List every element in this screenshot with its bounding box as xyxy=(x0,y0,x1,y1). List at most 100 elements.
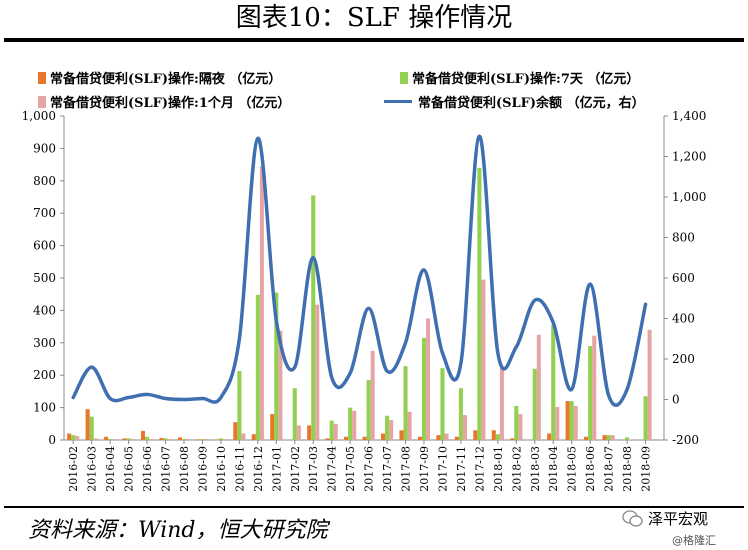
y-right-tick-label: -200 xyxy=(672,433,699,447)
bar-one-month xyxy=(204,439,209,440)
bar-one-month xyxy=(93,438,98,440)
bar-seven-day xyxy=(551,324,556,440)
x-tick-label: 2017-09 xyxy=(418,446,431,492)
bar-seven-day xyxy=(643,396,648,440)
x-tick-label: 2016-09 xyxy=(196,446,209,492)
bar-overnight xyxy=(159,438,164,440)
bar-one-month xyxy=(573,405,578,440)
bar-seven-day xyxy=(458,388,463,440)
bar-seven-day xyxy=(569,401,574,440)
bar-overnight xyxy=(325,438,330,440)
x-tick-label: 2017-05 xyxy=(344,446,357,492)
bar-one-month xyxy=(629,439,634,440)
bar-seven-day xyxy=(181,439,187,440)
bar-one-month xyxy=(481,279,486,440)
x-tick-label: 2016-06 xyxy=(141,446,154,492)
bar-one-month xyxy=(389,419,394,440)
bar-one-month xyxy=(536,334,541,440)
bar-one-month xyxy=(555,406,560,440)
x-tick-label: 2018-06 xyxy=(584,446,597,492)
bar-overnight xyxy=(177,437,182,440)
legend-item-seven-day: 常备借贷便利(SLF)操作:7天 （亿元） xyxy=(400,68,639,87)
x-tick-label: 2016-11 xyxy=(233,446,246,492)
legend-label-balance: 常备借贷便利(SLF)余额 （亿元，右） xyxy=(418,96,645,111)
bar-seven-day xyxy=(366,380,371,440)
x-tick-label: 2016-12 xyxy=(252,446,265,492)
y-left-tick-label: 0 xyxy=(48,433,56,447)
x-tick-label: 2016-05 xyxy=(123,446,136,492)
legend-swatch-overnight xyxy=(38,71,46,84)
bar-one-month xyxy=(278,330,283,440)
bar-seven-day xyxy=(495,434,500,440)
bar-overnight xyxy=(196,439,201,440)
bar-seven-day xyxy=(606,435,611,440)
bar-overnight xyxy=(140,430,146,440)
bar-seven-day xyxy=(625,437,630,440)
bar-one-month xyxy=(444,433,449,440)
x-tick-label: 2018-09 xyxy=(640,446,653,492)
bar-seven-day xyxy=(329,420,334,440)
bar-one-month xyxy=(592,335,597,440)
bar-seven-day xyxy=(532,368,537,440)
bar-overnight xyxy=(233,422,238,440)
x-tick-label: 2017-12 xyxy=(473,446,486,492)
bar-one-month xyxy=(241,433,246,440)
bar-overnight xyxy=(510,438,515,440)
bar-overnight xyxy=(454,436,459,440)
y-left-tick-label: 1,000 xyxy=(22,109,56,123)
y-right-tick-label: 1,200 xyxy=(672,150,706,164)
x-tick-label: 2017-02 xyxy=(289,446,302,492)
x-tick-label: 2017-10 xyxy=(436,446,449,492)
bar-overnight xyxy=(214,439,219,440)
bar-overnight xyxy=(565,401,570,440)
legend-label-overnight: 常备借贷便利(SLF)操作:隔夜 （亿元） xyxy=(50,72,282,87)
bar-one-month xyxy=(167,439,172,440)
x-tick-label: 2016-08 xyxy=(178,446,191,492)
bar-one-month xyxy=(186,439,191,440)
bar-one-month xyxy=(75,436,80,440)
bar-seven-day xyxy=(108,439,113,440)
y-right-tick-label: 1,000 xyxy=(672,190,706,204)
bar-seven-day xyxy=(89,416,94,440)
bar-one-month xyxy=(462,415,468,440)
x-tick-label: 2017-01 xyxy=(270,446,283,492)
bar-overnight xyxy=(380,433,386,440)
x-tick-label: 2018-03 xyxy=(529,446,542,492)
x-tick-label: 2016-10 xyxy=(215,446,228,492)
y-left-tick-label: 300 xyxy=(33,336,56,350)
bar-seven-day xyxy=(292,388,297,440)
bar-seven-day xyxy=(403,366,408,440)
x-tick-label: 2018-07 xyxy=(603,446,616,492)
bar-one-month xyxy=(315,304,320,440)
bar-overnight xyxy=(85,409,90,440)
y-right-tick-label: 1,400 xyxy=(672,109,706,123)
bar-one-month xyxy=(407,411,412,440)
bar-one-month xyxy=(222,439,228,440)
legend-item-balance: 常备借贷便利(SLF)余额 （亿元，右） xyxy=(384,92,645,111)
bar-seven-day xyxy=(200,439,205,440)
bar-one-month xyxy=(518,414,523,440)
legend-swatch-balance xyxy=(384,100,412,103)
y-left-tick-label: 500 xyxy=(33,271,56,285)
bar-seven-day xyxy=(514,405,519,440)
bar-one-month xyxy=(610,435,615,440)
y-left-tick-label: 100 xyxy=(33,401,56,415)
bar-overnight xyxy=(307,425,312,440)
bar-seven-day xyxy=(440,368,445,440)
bar-one-month xyxy=(259,166,264,440)
x-tick-label: 2018-05 xyxy=(566,446,579,492)
bar-one-month xyxy=(370,350,375,440)
bar-seven-day xyxy=(218,438,223,440)
y-right-tick-label: 200 xyxy=(672,352,695,366)
bar-overnight xyxy=(417,436,422,440)
x-tick-label: 2017-07 xyxy=(381,446,394,492)
legend-label-seven-day: 常备借贷便利(SLF)操作:7天 （亿元） xyxy=(412,72,640,87)
bar-overnight xyxy=(436,435,441,440)
y-right-tick-label: 800 xyxy=(672,231,695,245)
x-tick-label: 2016-04 xyxy=(104,446,117,492)
x-tick-label: 2016-07 xyxy=(160,446,173,492)
bar-seven-day xyxy=(421,337,427,440)
bar-seven-day xyxy=(477,167,482,440)
legend-item-one-month: 常备借贷便利(SLF)操作:1个月 （亿元） xyxy=(38,92,290,111)
legend-item-overnight: 常备借贷便利(SLF)操作:隔夜 （亿元） xyxy=(38,68,281,87)
